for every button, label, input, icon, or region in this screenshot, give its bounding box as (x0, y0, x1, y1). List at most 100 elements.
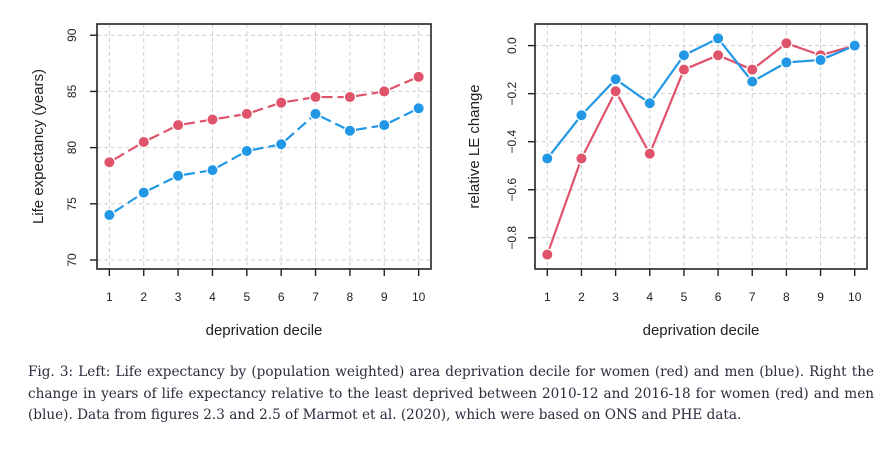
series-line-segment (791, 44, 816, 55)
x-tick-label: 7 (749, 290, 756, 304)
x-tick-label: 5 (243, 290, 250, 304)
series-men-blue (103, 102, 425, 222)
data-point (343, 90, 357, 104)
x-tick-label: 10 (412, 290, 426, 304)
left-y-axis-label: Life expectancy (years) (30, 69, 47, 224)
series-line-segment (825, 46, 850, 59)
x-tick-label: 10 (848, 290, 862, 304)
x-tick-label: 1 (106, 290, 113, 304)
right-series (541, 32, 861, 261)
data-point (343, 124, 357, 137)
data-point (677, 49, 691, 62)
right-y-axis: 0.0 −0.2 −0.4 −0.6 −0.8 (505, 37, 535, 250)
series-line-segment (688, 40, 714, 54)
data-point (309, 107, 322, 121)
x-tick-label: 6 (715, 290, 722, 304)
series-line-segment (584, 82, 613, 112)
y-tick-label: 90 (65, 28, 79, 42)
data-point (711, 32, 725, 45)
data-point (378, 118, 391, 132)
data-point (412, 70, 425, 84)
y-tick-label: 0.0 (505, 37, 519, 54)
series-line-segment (252, 144, 276, 151)
data-point (206, 113, 219, 126)
y-tick-label: 80 (65, 141, 79, 155)
x-tick-label: 3 (612, 290, 619, 304)
right-x-axis-label: deprivation decile (643, 322, 760, 339)
data-point (206, 163, 219, 177)
series-line-segment (284, 117, 312, 142)
data-point (240, 107, 254, 121)
x-tick-label: 7 (312, 290, 319, 304)
series-line-segment (723, 56, 748, 69)
y-tick-label: −0.8 (505, 226, 519, 250)
data-point (677, 63, 691, 76)
data-point (171, 118, 185, 132)
left-plot-frame (96, 23, 432, 270)
series-line-segment (355, 91, 379, 98)
right-chart-relative-le-change: 1 2 3 4 5 6 7 8 9 10 0.0 −0.2 −0.4 −0.6 −0.8 deprivat… (466, 23, 868, 339)
figure-caption: Fig. 3: Left: Life expectancy by (popula… (28, 364, 874, 423)
series-line-segment (689, 56, 713, 69)
data-point (575, 152, 588, 165)
data-point (643, 97, 656, 110)
data-point (137, 135, 150, 149)
series-line-segment (617, 95, 648, 149)
data-point (309, 90, 322, 104)
series-line-segment (651, 74, 683, 149)
data-point (378, 85, 391, 98)
data-point (240, 144, 254, 158)
left-x-axis: 1 2 3 4 5 6 7 8 9 10 (106, 269, 426, 304)
y-tick-label: −0.2 (505, 81, 519, 105)
left-series (103, 70, 425, 222)
data-point (103, 208, 116, 222)
series-line-segment (548, 163, 581, 250)
x-tick-label: 4 (209, 290, 216, 304)
data-point (848, 39, 861, 52)
series-line-segment (183, 169, 207, 176)
data-point (412, 102, 425, 115)
data-point (274, 138, 288, 151)
series-line-segment (218, 113, 242, 120)
series-line-segment (389, 109, 414, 124)
data-point (541, 152, 554, 165)
left-x-axis-label: deprivation decile (206, 322, 323, 339)
series-line-segment (652, 59, 682, 100)
data-point (541, 248, 554, 261)
series-line-segment (720, 42, 750, 78)
series-line-segment (217, 152, 243, 169)
x-tick-label: 8 (783, 290, 790, 304)
series-line-segment (183, 119, 207, 126)
x-tick-label: 9 (381, 290, 388, 304)
data-point (643, 147, 656, 160)
x-tick-label: 2 (578, 290, 585, 304)
y-tick-label: 70 (65, 253, 79, 267)
data-point (746, 63, 759, 76)
series-line-segment (550, 119, 579, 155)
series-line-segment (389, 78, 414, 91)
x-tick-label: 4 (646, 290, 653, 304)
series-line-segment (355, 125, 379, 131)
series-line-segment (320, 115, 346, 130)
data-point (746, 75, 759, 88)
data-point (609, 73, 622, 86)
data-point (609, 85, 622, 98)
y-tick-label: 75 (65, 197, 79, 211)
y-tick-label: −0.6 (505, 178, 519, 202)
series-line-segment (619, 81, 646, 101)
series-line-segment (756, 64, 782, 80)
right-x-axis: 1 2 3 4 5 6 7 8 9 10 (544, 269, 862, 304)
left-grid (97, 24, 431, 269)
left-y-axis: 70 75 80 85 90 (65, 28, 97, 267)
series-line-segment (583, 96, 614, 154)
series-line-segment (113, 144, 140, 161)
x-tick-label: 3 (175, 290, 182, 304)
y-tick-label: −0.4 (505, 130, 519, 154)
data-point (780, 37, 793, 50)
data-point (137, 186, 150, 199)
data-point (274, 96, 288, 109)
series-men-blue (541, 32, 861, 165)
series-line-segment (286, 96, 310, 103)
x-tick-label: 1 (544, 290, 551, 304)
